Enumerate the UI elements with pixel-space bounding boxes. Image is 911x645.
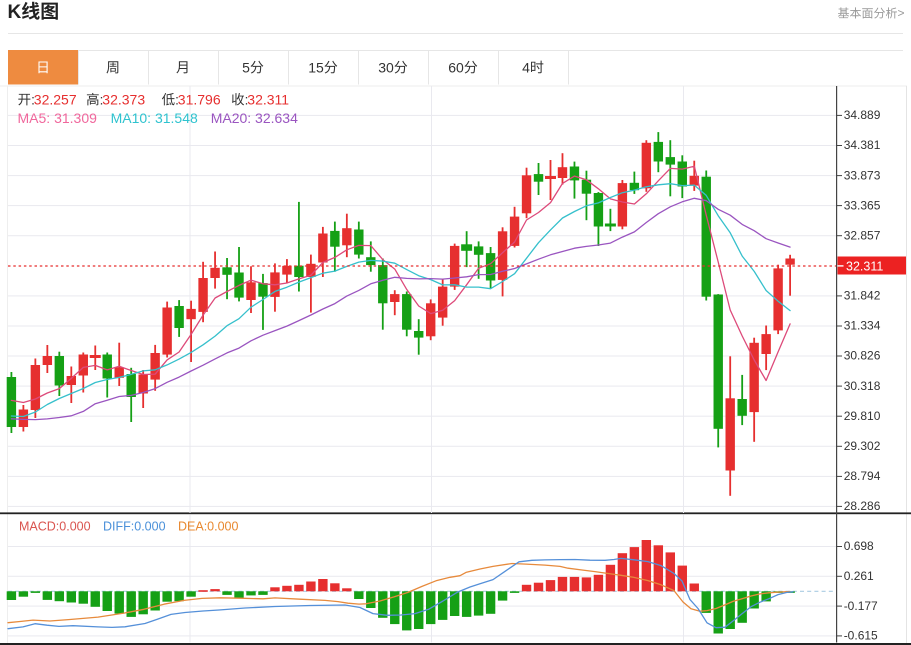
svg-text::: : [175,92,179,107]
svg-text::: : [100,92,104,107]
svg-text:32.311: 32.311 [846,260,883,274]
svg-text:4: 4 [522,59,530,75]
svg-text:32.373: 32.373 [102,91,145,107]
svg-text:K: K [8,2,22,23]
svg-text:0.261: 0.261 [844,569,874,583]
svg-text:34.381: 34.381 [844,138,881,152]
svg-text::: : [245,92,249,107]
svg-text:31.842: 31.842 [844,289,881,303]
svg-text:-0.177: -0.177 [844,599,878,613]
svg-text:MA5: 31.309: MA5: 31.309 [18,110,98,126]
svg-text:30: 30 [378,59,394,75]
svg-text:>: > [898,6,905,20]
svg-text:31.334: 31.334 [844,319,881,333]
svg-text:28.794: 28.794 [844,469,881,483]
svg-text:33.365: 33.365 [844,198,881,212]
svg-text:31.796: 31.796 [178,91,221,107]
svg-text:30.826: 30.826 [844,349,881,363]
svg-text:MA20: 32.634: MA20: 32.634 [211,110,298,126]
svg-text:DEA:0.000: DEA:0.000 [178,520,239,534]
svg-text:30.318: 30.318 [844,379,881,393]
svg-text:28.286: 28.286 [844,499,881,513]
svg-text:15: 15 [308,59,324,75]
svg-text:MACD:0.000: MACD:0.000 [19,520,91,534]
svg-text:MA10: 31.548: MA10: 31.548 [111,110,198,126]
svg-text::: : [31,92,35,107]
svg-text:34.889: 34.889 [844,108,881,122]
svg-text:32.311: 32.311 [247,91,289,107]
svg-text:29.810: 29.810 [844,409,881,423]
svg-text:33.873: 33.873 [844,168,881,182]
svg-text:DIFF:0.000: DIFF:0.000 [103,520,166,534]
svg-text:60: 60 [448,59,464,75]
svg-text:0.698: 0.698 [844,539,874,553]
svg-text:5: 5 [242,59,250,75]
svg-text:29.302: 29.302 [844,439,881,453]
svg-text:-0.615: -0.615 [844,629,878,643]
svg-text:32.857: 32.857 [844,228,881,242]
svg-text:32.257: 32.257 [34,91,77,107]
